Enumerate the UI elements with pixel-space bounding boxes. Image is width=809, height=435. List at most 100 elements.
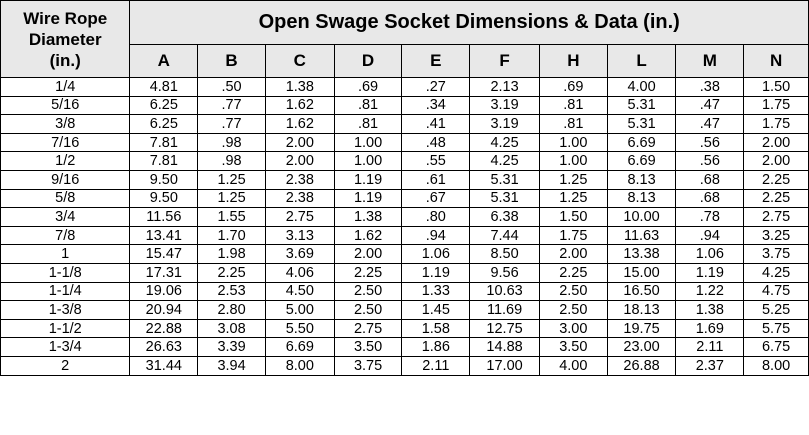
value-cell-f: 4.25 — [469, 132, 540, 153]
table-row: 1-1/2 22.88 3.08 5.50 2.75 1.58 12.75 3.00 19.75… — [0, 318, 809, 339]
value-cell-c: 2.00 — [264, 151, 335, 171]
diameter-cell: 1-3/4 — [0, 337, 131, 357]
value-cell-e: 2.11 — [401, 355, 471, 376]
value-cell-f: 5.31 — [469, 169, 540, 190]
value-cell-a: 6.25 — [129, 95, 199, 116]
value-cell-l: 5.31 — [606, 114, 677, 134]
value-cell-l: 13.38 — [606, 244, 677, 264]
table-row: 1 15.47 1.98 3.69 2.00 1.06 8.50 2.00 13.38 1.06 3… — [0, 244, 809, 264]
value-cell-l: 6.69 — [606, 132, 677, 153]
value-cell-m: .56 — [675, 151, 745, 171]
value-cell-h: 1.00 — [538, 132, 608, 153]
value-cell-l: 4.00 — [606, 77, 677, 97]
value-cell-b: .77 — [197, 95, 266, 116]
corner-line-1: Wire Rope — [23, 8, 108, 28]
value-cell-f: 5.31 — [469, 188, 540, 209]
value-cell-e: .34 — [401, 95, 471, 116]
table-row: 1/4 4.81.50 1.38.69.27 2.13.69 4.00.38 1.50 — [0, 77, 809, 97]
value-cell-f: 9.56 — [469, 262, 540, 283]
value-cell-c: 3.69 — [264, 244, 335, 264]
value-cell-c: 1.62 — [264, 114, 335, 134]
value-cell-m: .56 — [675, 132, 745, 153]
value-cell-e: .48 — [401, 132, 471, 153]
value-cell-d: 2.25 — [333, 262, 403, 283]
value-cell-h: 2.25 — [538, 262, 608, 283]
value-cell-e: .27 — [401, 77, 471, 97]
value-cell-l: 8.13 — [606, 169, 677, 190]
value-cell-f: 12.75 — [469, 318, 540, 339]
value-cell-n: 4.25 — [743, 262, 809, 283]
value-cell-d: 1.00 — [333, 151, 403, 171]
value-cell-l: 10.00 — [606, 207, 677, 227]
value-cell-d: 2.50 — [333, 300, 403, 320]
value-cell-b: 3.08 — [197, 318, 266, 339]
value-cell-e: .41 — [401, 114, 471, 134]
value-cell-c: 5.00 — [264, 300, 335, 320]
value-cell-a: 22.88 — [129, 318, 199, 339]
column-header-n: N — [743, 43, 809, 79]
table-row: 9/16 9.50 1.25 2.38 1.19.61 5.31 1.25 8.13.68 2.… — [0, 169, 809, 190]
diameter-cell: 1-3/8 — [0, 300, 131, 320]
value-cell-m: .68 — [675, 188, 745, 209]
value-cell-l: 23.00 — [606, 337, 677, 357]
value-cell-n: 8.00 — [743, 355, 809, 376]
value-cell-a: 4.81 — [129, 77, 199, 97]
value-cell-n: 2.25 — [743, 188, 809, 209]
value-cell-e: 1.33 — [401, 281, 471, 302]
value-cell-a: 9.50 — [129, 169, 199, 190]
value-cell-e: .94 — [401, 225, 471, 246]
value-cell-c: 2.38 — [264, 169, 335, 190]
value-cell-b: 2.80 — [197, 300, 266, 320]
value-cell-n: 5.75 — [743, 318, 809, 339]
value-cell-c: 3.13 — [264, 225, 335, 246]
value-cell-h: 2.00 — [538, 244, 608, 264]
value-cell-e: 1.58 — [401, 318, 471, 339]
value-cell-l: 16.50 — [606, 281, 677, 302]
table-body: 1/4 4.81.50 1.38.69.27 2.13.69 4.00.38 1.50 5/… — [0, 77, 809, 376]
value-cell-m: 1.19 — [675, 262, 745, 283]
value-cell-d: 2.75 — [333, 318, 403, 339]
value-cell-d: 3.75 — [333, 355, 403, 376]
value-cell-h: 1.00 — [538, 151, 608, 171]
value-cell-a: 13.41 — [129, 225, 199, 246]
value-cell-l: 8.13 — [606, 188, 677, 209]
table-row: 2 31.44 3.94 8.00 3.75 2.11 17.00 4.00 26.88 2.37… — [0, 355, 809, 376]
value-cell-n: 3.25 — [743, 225, 809, 246]
value-cell-h: 2.50 — [538, 281, 608, 302]
value-cell-d: 2.50 — [333, 281, 403, 302]
value-cell-b: 3.94 — [197, 355, 266, 376]
value-cell-f: 11.69 — [469, 300, 540, 320]
value-cell-d: 2.00 — [333, 244, 403, 264]
value-cell-d: .69 — [333, 77, 403, 97]
value-cell-f: 4.25 — [469, 151, 540, 171]
value-cell-e: 1.86 — [401, 337, 471, 357]
column-header-h: H — [538, 43, 608, 79]
value-cell-l: 26.88 — [606, 355, 677, 376]
value-cell-m: 1.69 — [675, 318, 745, 339]
diameter-cell: 1 — [0, 244, 131, 264]
value-cell-e: .67 — [401, 188, 471, 209]
column-header-f: F — [469, 43, 540, 79]
value-cell-a: 9.50 — [129, 188, 199, 209]
table-row: 7/16 7.81.98 2.00 1.00.48 4.25 1.00 6.69.56 2.0… — [0, 132, 809, 153]
value-cell-a: 6.25 — [129, 114, 199, 134]
table-row: 1-3/8 20.94 2.80 5.00 2.50 1.45 11.69 2.50 18.13… — [0, 300, 809, 320]
value-cell-b: 2.53 — [197, 281, 266, 302]
value-cell-e: .80 — [401, 207, 471, 227]
table-row: 3/4 11.56 1.55 2.75 1.38.80 6.38 1.50 10.00.78 2… — [0, 207, 809, 227]
value-cell-h: 1.50 — [538, 207, 608, 227]
value-cell-d: 1.62 — [333, 225, 403, 246]
column-header-l: L — [606, 43, 677, 79]
socket-dimensions-table: Wire Rope Diameter (in.) Open Swage Sock… — [0, 0, 809, 376]
value-cell-b: 1.98 — [197, 244, 266, 264]
value-cell-c: 6.69 — [264, 337, 335, 357]
value-cell-m: .47 — [675, 95, 745, 116]
table-row: 1-3/4 26.63 3.39 6.69 3.50 1.86 14.88 3.50 23.00… — [0, 337, 809, 357]
diameter-cell: 1/2 — [0, 151, 131, 171]
value-cell-f: 3.19 — [469, 114, 540, 134]
value-cell-l: 6.69 — [606, 151, 677, 171]
value-cell-e: 1.19 — [401, 262, 471, 283]
diameter-cell: 5/16 — [0, 95, 131, 116]
corner-line-2: Diameter — [28, 29, 102, 49]
value-cell-h: 1.25 — [538, 188, 608, 209]
